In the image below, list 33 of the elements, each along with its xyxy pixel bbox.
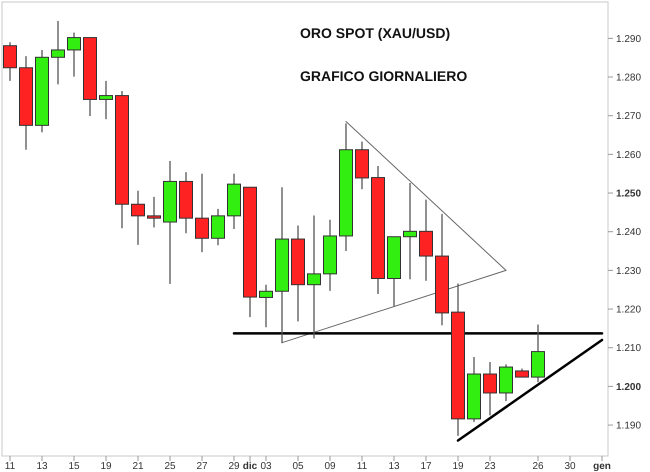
x-tick-label: gen bbox=[593, 461, 611, 472]
y-tick-label: 1.270 bbox=[616, 111, 642, 122]
y-tick-label: 1.220 bbox=[616, 304, 642, 316]
text: GRAFICO GIORNALIERO bbox=[300, 68, 468, 84]
y-tick-label: 1.250 bbox=[616, 188, 642, 200]
x-tick-label: 03 bbox=[260, 461, 272, 472]
y-tick-label: 1.190 bbox=[616, 420, 642, 432]
x-tick-label: 21 bbox=[132, 461, 144, 472]
x-tick-label: 29 bbox=[228, 461, 240, 472]
x-tick-label: dic bbox=[242, 461, 258, 472]
y-tick-label: 1.230 bbox=[616, 266, 642, 277]
x-tick-label: 11 bbox=[4, 461, 16, 472]
x-tick-label: 19 bbox=[100, 461, 112, 472]
y-tick-label: 1.240 bbox=[616, 227, 642, 238]
x-tick-label: 11 bbox=[356, 461, 368, 472]
x-tick-label: 15 bbox=[68, 461, 80, 472]
x-tick-label: 25 bbox=[164, 461, 176, 472]
x-tick-label: 30 bbox=[564, 461, 576, 472]
x-tick-label: 13 bbox=[388, 461, 400, 472]
x-tick-label: 23 bbox=[484, 461, 496, 472]
x-tick-label: 26 bbox=[532, 461, 544, 472]
y-tick-label: 1.260 bbox=[616, 150, 642, 161]
y-tick-label: 1.200 bbox=[616, 382, 642, 393]
x-tick-label: 17 bbox=[420, 461, 432, 472]
x-tick-label: 05 bbox=[292, 461, 304, 472]
x-tick-label: 09 bbox=[324, 461, 336, 472]
y-tick-label: 1.210 bbox=[616, 343, 642, 354]
y-tick-label: 1.290 bbox=[616, 34, 642, 45]
y-tick-label: 1.280 bbox=[616, 72, 642, 84]
x-tick-label: 27 bbox=[196, 461, 208, 472]
text: ORO SPOT (XAU/USD) bbox=[300, 25, 450, 41]
x-tick-label: 13 bbox=[36, 461, 48, 472]
x-tick-label: 19 bbox=[452, 461, 464, 472]
